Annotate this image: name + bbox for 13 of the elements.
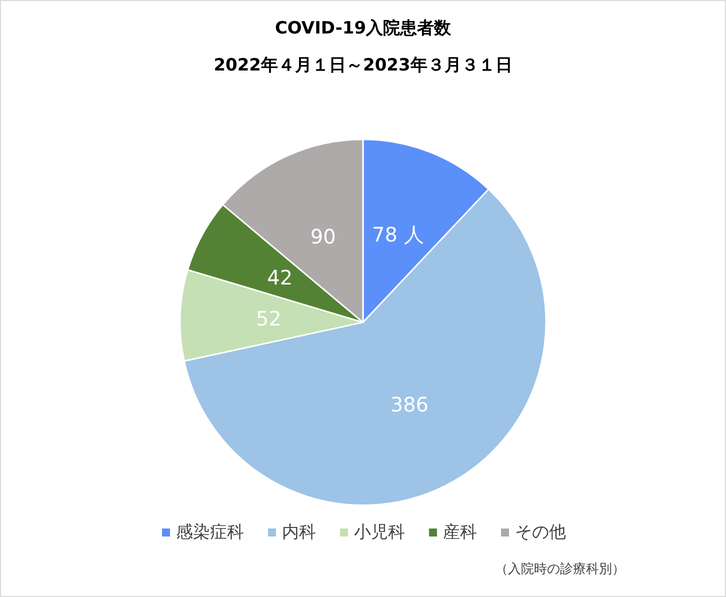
- data-label: 386: [390, 392, 429, 417]
- data-label: 78 人: [372, 222, 424, 246]
- legend-label: 感染症科: [176, 522, 244, 542]
- legend-label: 産科: [443, 522, 477, 542]
- chart-subtitle: 2022年４月１日～2023年３月３１日: [214, 56, 512, 76]
- data-label: 42: [267, 265, 293, 290]
- legend-label: その他: [515, 522, 566, 542]
- chart-title: COVID-19入院患者数: [274, 18, 452, 38]
- data-label: 52: [256, 306, 282, 331]
- data-label: 90: [310, 224, 336, 249]
- text: （入院時の診療科別）: [495, 562, 625, 577]
- legend-label: 小児科: [354, 522, 405, 542]
- legend-label: 内科: [282, 522, 316, 542]
